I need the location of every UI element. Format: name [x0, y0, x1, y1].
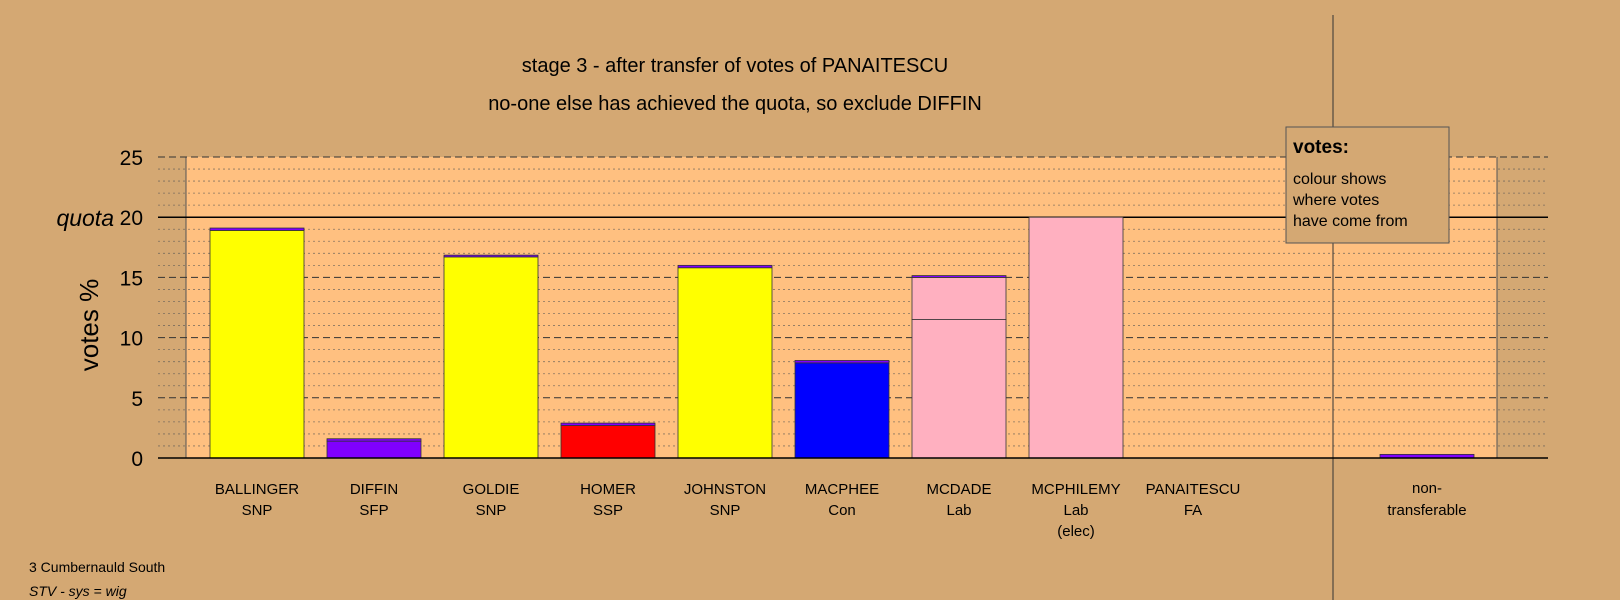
- bar-segment: [209, 230, 305, 459]
- bar-segment: [209, 227, 305, 231]
- bar-segment: [326, 440, 422, 459]
- bar-segment: [911, 276, 1007, 320]
- bar-segment: [326, 438, 422, 442]
- chart-subtitle: no-one else has achieved the quota, so e…: [488, 93, 982, 115]
- y-tick-label: 10: [120, 328, 143, 351]
- category-name: JOHNSTON: [684, 481, 766, 498]
- bar-segment: [794, 360, 890, 364]
- bar-segment: [443, 256, 539, 459]
- category-party: FA: [1184, 502, 1202, 519]
- y-axis-label: votes %: [74, 279, 104, 372]
- category-name: MCDADE: [926, 481, 991, 498]
- category-party: SSP: [593, 502, 623, 519]
- nontransferable-label: transferable: [1387, 502, 1466, 519]
- y-tick-label: 0: [131, 448, 143, 471]
- legend-line: colour shows: [1293, 171, 1386, 188]
- category-name: GOLDIE: [463, 481, 520, 498]
- y-tick-label: 5: [131, 388, 143, 411]
- legend-line: where votes: [1292, 192, 1379, 209]
- quota-label: quota: [56, 205, 114, 231]
- category-party: Lab: [946, 502, 971, 519]
- legend: votes: colour shows where votes have com…: [1285, 126, 1450, 244]
- bar-segment: [560, 422, 656, 426]
- y-tick-label: 15: [120, 267, 143, 290]
- legend-line: have come from: [1293, 213, 1408, 230]
- nontransferable-label: non-: [1412, 480, 1442, 497]
- category-party: SNP: [476, 502, 507, 519]
- bar-segment: [911, 275, 1007, 278]
- bar-segment: [560, 425, 656, 459]
- category-name: BALLINGER: [215, 481, 299, 498]
- bar-segment: [1028, 216, 1124, 459]
- footer-constituency: 3 Cumbernauld South: [29, 559, 166, 575]
- category-party: Lab: [1063, 502, 1088, 519]
- bar-segment: [443, 254, 539, 258]
- category-party: SFP: [359, 502, 388, 519]
- bar-segment: [677, 264, 773, 269]
- category-party: Con: [828, 502, 856, 519]
- category-party: SNP: [242, 502, 273, 519]
- category-name: HOMER: [580, 481, 636, 498]
- y-tick-label: 25: [120, 147, 143, 170]
- legend-title: votes:: [1293, 137, 1349, 158]
- plot-area: 0 5 10 15 20 25 BALLINGER SNP DIFFIN SFP GOLDIE SNP…: [120, 15, 1548, 600]
- category-name: DIFFIN: [350, 481, 398, 498]
- category-status: (elec): [1057, 523, 1095, 540]
- legend-box: [1285, 126, 1450, 244]
- bar-segment: [794, 362, 890, 459]
- chart-title: stage 3 - after transfer of votes of PAN…: [522, 55, 948, 77]
- footer-system: STV - sys = wig: [29, 583, 127, 599]
- bar-segment: [911, 319, 1007, 459]
- category-name: MCPHILEMY: [1031, 481, 1120, 498]
- y-tick-label: 20: [120, 207, 143, 230]
- category-name: PANAITESCU: [1146, 481, 1241, 498]
- bar-segment: [677, 267, 773, 459]
- category-name: MACPHEE: [805, 481, 879, 498]
- category-party: SNP: [710, 502, 741, 519]
